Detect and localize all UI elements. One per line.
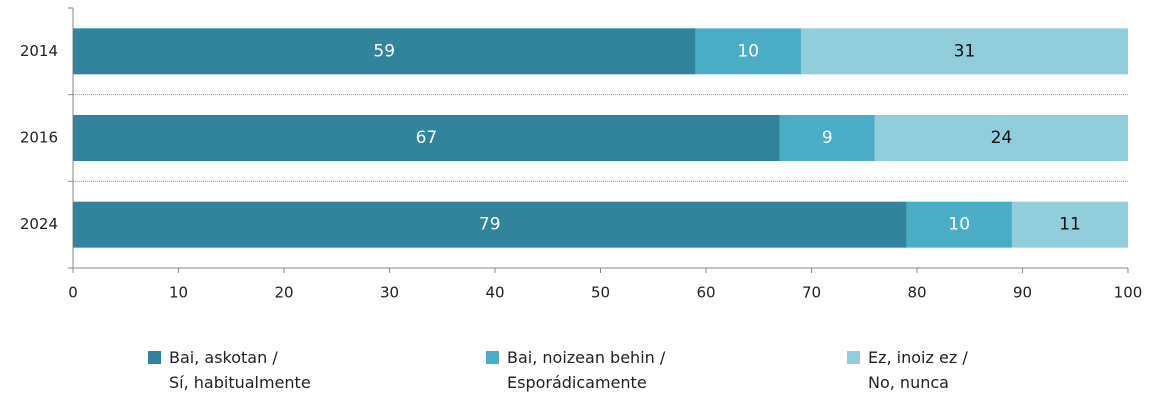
bar: [1011, 201, 1128, 248]
y-tick-label: 2024: [20, 215, 58, 233]
legend-label: Ez, inoiz ez / No, nunca: [868, 348, 968, 392]
legend-item: Ez, inoiz ez / No, nunca: [847, 345, 968, 395]
x-tick-label: 20: [274, 284, 293, 302]
x-tick-label: 60: [696, 284, 715, 302]
bar: [779, 115, 875, 161]
bar: [800, 28, 1128, 75]
y-tick-label: 2014: [20, 42, 58, 60]
bar: [73, 28, 696, 75]
x-tick-label: 70: [802, 284, 821, 302]
value-label: 10: [737, 41, 759, 61]
y-tick-label: 2016: [20, 129, 58, 147]
legend-item: Bai, askotan / Sí, habitualmente: [148, 345, 311, 395]
x-tick-label: 10: [169, 284, 188, 302]
legend-item: Bai, noizean behin / Esporádicamente: [486, 345, 665, 395]
bar: [906, 201, 1012, 248]
value-label: 24: [991, 128, 1013, 148]
value-label: 67: [416, 128, 438, 148]
legend-label: Bai, noizean behin / Esporádicamente: [507, 348, 666, 392]
x-tick-label: 50: [591, 284, 610, 302]
bar: [874, 115, 1128, 161]
value-label: 11: [1059, 215, 1081, 235]
bar: [73, 201, 907, 248]
value-label: 10: [948, 215, 970, 235]
value-label: 31: [954, 41, 976, 61]
legend-swatch: [486, 351, 499, 364]
legend-swatch: [148, 351, 161, 364]
x-tick-label: 30: [380, 284, 399, 302]
value-label: 9: [822, 128, 833, 148]
x-tick-label: 90: [1013, 284, 1032, 302]
x-tick-label: 100: [1114, 284, 1143, 302]
x-tick-label: 80: [907, 284, 926, 302]
value-label: 59: [373, 41, 395, 61]
bar: [73, 115, 780, 161]
x-tick-label: 40: [485, 284, 504, 302]
bar: [695, 28, 801, 75]
legend-swatch: [847, 351, 860, 364]
x-tick-label: 0: [68, 284, 78, 302]
value-label: 79: [479, 215, 501, 235]
legend-label: Bai, askotan / Sí, habitualmente: [169, 348, 311, 392]
